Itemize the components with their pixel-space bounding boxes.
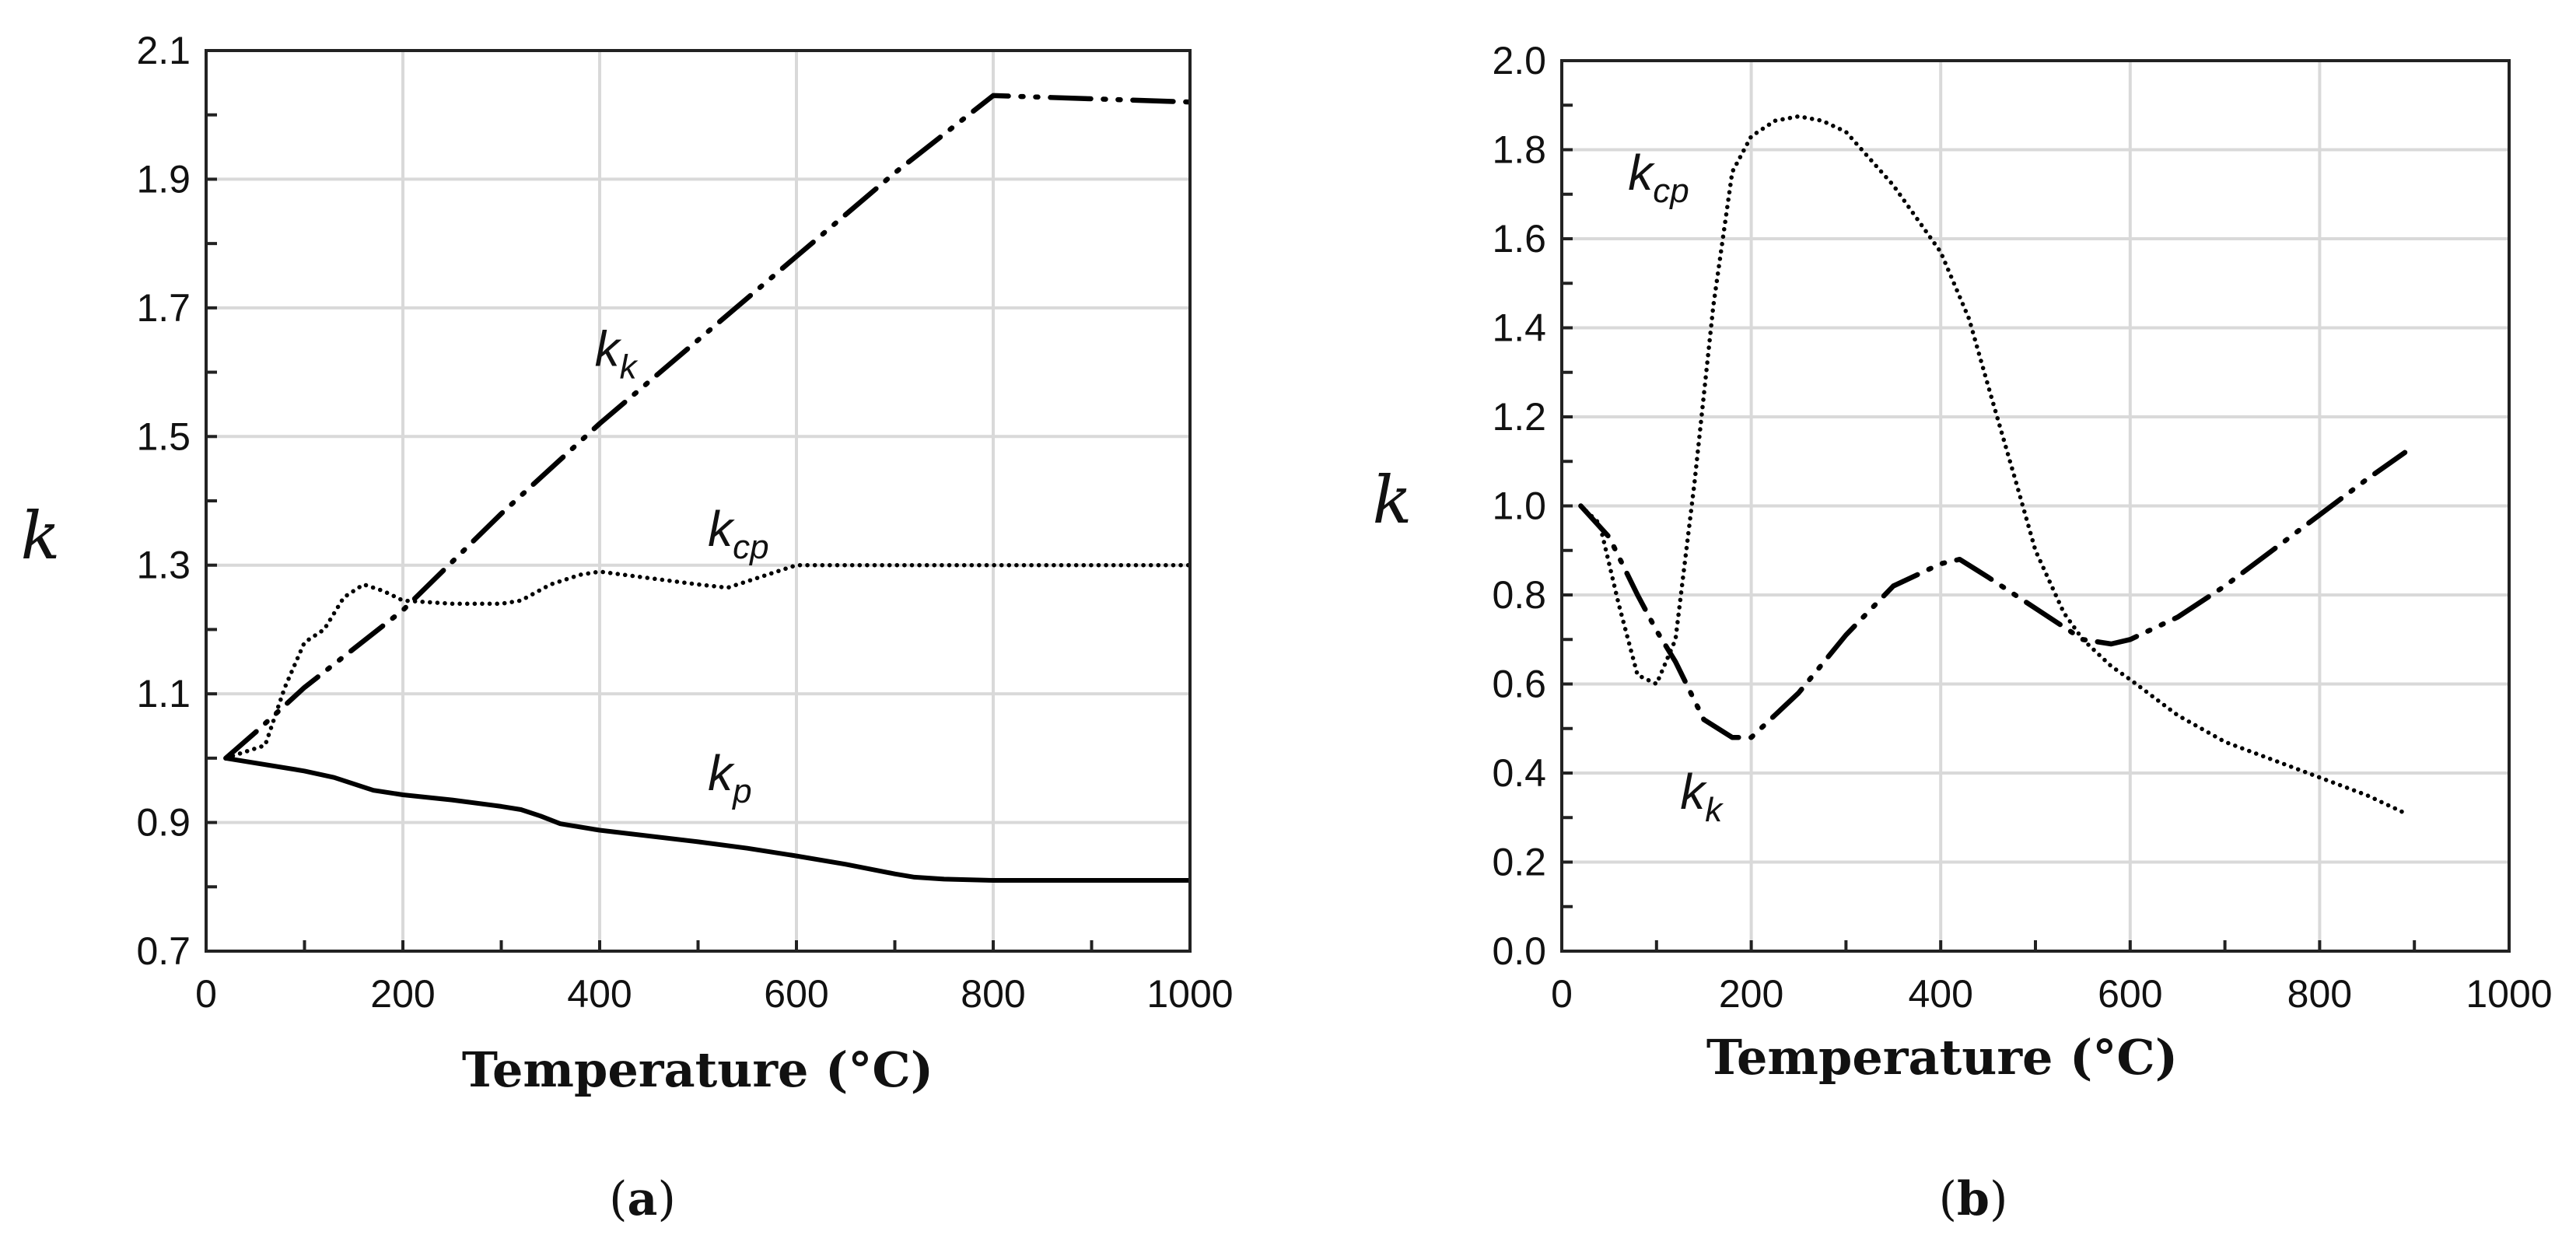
minor-ticks-a <box>205 49 1192 953</box>
y-tick-label: 1.1 <box>136 672 191 715</box>
series-label-base: k <box>708 745 735 801</box>
plot-frame-a <box>205 49 1192 953</box>
caption-letter-a: a <box>628 1172 658 1226</box>
caption-a: (a) <box>609 1172 676 1226</box>
series-line-k_p <box>225 755 1190 883</box>
y-tick-label: 1.4 <box>1492 306 1546 350</box>
x-tick-label: 200 <box>370 972 435 1016</box>
series-label-subscript: cp <box>1653 172 1689 210</box>
x-tick-labels-a: 0 200 400 600 800 1000 <box>195 972 1234 1016</box>
y-tick-label: 2.1 <box>136 29 191 72</box>
x-tick-label: 800 <box>2287 972 2352 1016</box>
x-tick-labels-b: 0 200 400 600 800 1000 <box>1551 972 2553 1016</box>
series-label-base: k <box>595 320 622 376</box>
y-tick-label: 0.6 <box>1492 663 1546 706</box>
series-label-base: k <box>1680 764 1707 820</box>
caption-b: (b) <box>1939 1172 2008 1226</box>
x-tick-label: 400 <box>567 972 632 1016</box>
chart-panel-a: 0.7 0.9 1.1 1.3 1.5 1.7 1.9 2.1 0 200 400 600 800 10… <box>21 29 1234 1226</box>
series-label-k_cp: kcp <box>1628 145 1689 210</box>
y-tick-label: 0.8 <box>1492 573 1546 617</box>
series-group-b <box>1578 114 2408 816</box>
series-label-base: k <box>1628 145 1655 201</box>
y-tick-labels-a: 0.7 0.9 1.1 1.3 1.5 1.7 1.9 2.1 <box>136 29 191 973</box>
x-tick-label: 0 <box>1551 972 1573 1016</box>
y-axis-label-a: k <box>21 498 61 574</box>
series-label-subscript: k <box>620 348 639 386</box>
y-tick-label: 1.9 <box>136 157 191 201</box>
series-line-k_k <box>223 93 1193 761</box>
x-tick-label: 200 <box>1719 972 1783 1016</box>
grid-a <box>205 49 1192 953</box>
y-tick-label: 0.4 <box>1492 751 1546 795</box>
x-axis-label-a: Temperature (°C) <box>462 1041 933 1098</box>
series-label-k_p: kp <box>708 745 751 810</box>
series-label-base: k <box>708 501 735 557</box>
series-label-subscript: k <box>1705 791 1724 829</box>
y-tick-label: 1.5 <box>136 415 191 458</box>
x-axis-label-b: Temperature (°C) <box>1706 1029 2178 1086</box>
chart-panel-b: 0.0 0.2 0.4 0.6 0.8 1.0 1.2 1.4 1.6 1.8 2.0 0 200 40… <box>1373 39 2553 1226</box>
x-tick-label: 400 <box>1908 972 1972 1016</box>
x-tick-label: 0 <box>195 972 217 1016</box>
y-tick-label: 1.0 <box>1492 485 1546 528</box>
caption-letter-b: b <box>1957 1172 1990 1226</box>
series-line-k_k <box>1578 450 2408 740</box>
x-tick-label: 1000 <box>2466 972 2552 1016</box>
x-tick-label: 800 <box>961 972 1025 1016</box>
y-tick-label: 1.8 <box>1492 128 1546 172</box>
y-tick-label: 0.0 <box>1492 929 1546 973</box>
y-tick-label: 2.0 <box>1492 39 1546 82</box>
series-label-k_k: kk <box>1680 764 1724 829</box>
y-tick-label: 0.9 <box>136 801 191 845</box>
minor-ticks-b <box>1560 59 2511 953</box>
x-tick-label: 600 <box>2098 972 2162 1016</box>
y-tick-label: 0.7 <box>136 929 191 973</box>
series-group-a <box>223 93 1193 883</box>
y-axis-label-b: k <box>1373 462 1412 538</box>
series-label-subscript: p <box>731 772 751 810</box>
series-label-k_cp: kcp <box>708 501 768 566</box>
x-tick-label: 1000 <box>1146 972 1233 1016</box>
y-tick-labels-b: 0.0 0.2 0.4 0.6 0.8 1.0 1.2 1.4 1.6 1.8 2.0 <box>1492 39 1546 973</box>
series-line-k_cp <box>223 562 1192 761</box>
series-line-k_cp <box>1578 114 2407 816</box>
series-label-k_k: kk <box>595 320 639 386</box>
x-tick-label: 600 <box>764 972 828 1016</box>
y-tick-label: 1.7 <box>136 286 191 330</box>
y-tick-label: 1.2 <box>1492 395 1546 439</box>
series-label-subscript: cp <box>733 528 768 566</box>
y-tick-label: 1.6 <box>1492 217 1546 261</box>
y-tick-label: 1.3 <box>136 544 191 587</box>
y-tick-label: 0.2 <box>1492 841 1546 884</box>
